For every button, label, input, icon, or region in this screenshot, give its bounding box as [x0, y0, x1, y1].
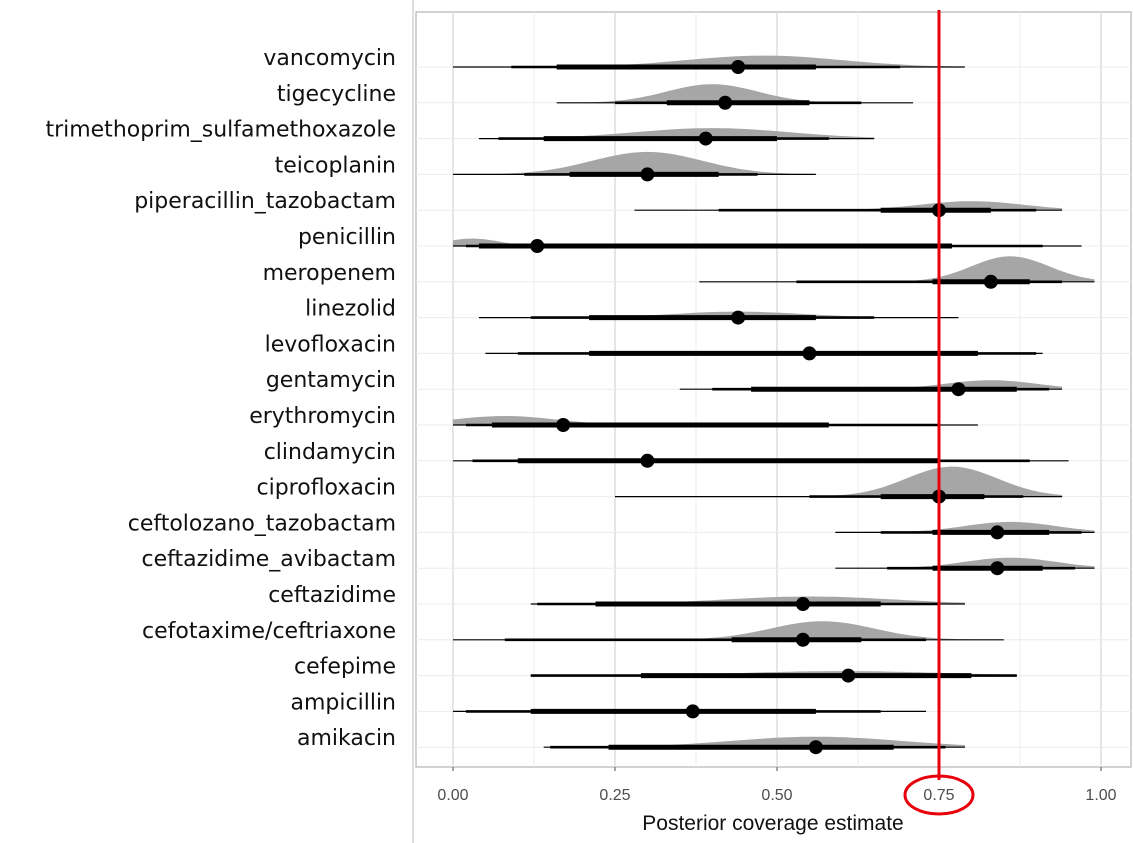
- row-2: [478, 128, 875, 146]
- density-shape: [556, 84, 914, 103]
- median-point: [731, 60, 746, 74]
- median-point: [685, 704, 700, 719]
- density-shape: [835, 521, 1095, 533]
- row-label: clindamycin: [264, 440, 396, 465]
- x-tick-label: 0.00: [437, 787, 468, 804]
- row-3: [453, 151, 816, 182]
- median-point: [951, 382, 966, 397]
- row-16: [453, 621, 1004, 647]
- median-point: [990, 561, 1005, 576]
- row-label: cefepime: [294, 655, 396, 680]
- row-label: ceftazidime: [268, 583, 396, 608]
- median-point: [795, 632, 810, 647]
- row-9: [679, 380, 1063, 397]
- row-17: [530, 668, 1017, 683]
- median-point: [556, 418, 571, 432]
- row-label: linezolid: [305, 297, 396, 322]
- highlight-circle: [903, 774, 975, 816]
- row-label: penicillin: [298, 225, 396, 250]
- median-point: [802, 346, 817, 361]
- density-shape: [453, 55, 965, 67]
- median-point: [990, 525, 1005, 540]
- density-shape: [835, 557, 1095, 569]
- row-label: ceftolozano_tazobactam: [128, 511, 396, 536]
- median-point: [530, 239, 545, 253]
- row-4: [634, 201, 1063, 218]
- density-shape: [453, 151, 816, 175]
- median-point: [640, 167, 655, 182]
- row-5: [453, 238, 1082, 253]
- median-point: [718, 95, 733, 110]
- row-6: [699, 256, 1095, 289]
- median-point: [640, 453, 655, 468]
- median-point: [983, 274, 998, 289]
- median-point: [841, 668, 856, 683]
- row-1: [556, 84, 914, 110]
- median-point: [731, 310, 746, 325]
- row-label: gentamycin: [266, 368, 396, 393]
- x-axis-ticks: 0.00 0.25 0.50 0.75 1.00: [437, 767, 1117, 804]
- x-axis-title: Posterior coverage estimate: [642, 812, 903, 835]
- row-label: amikacin: [297, 726, 396, 751]
- row-11: [453, 453, 1069, 468]
- row-15: [530, 596, 965, 611]
- row-label: ceftazidime_avibactam: [142, 547, 397, 572]
- row-0: [453, 55, 965, 74]
- median-point: [808, 740, 823, 755]
- interval-rows: [453, 55, 1095, 755]
- row-label: erythromycin: [249, 404, 396, 429]
- row-label: piperacillin_tazobactam: [134, 189, 396, 214]
- row-label: cefotaxime/ceftriaxone: [142, 619, 396, 644]
- median-point: [698, 131, 713, 146]
- row-label: meropenem: [263, 261, 396, 286]
- x-tick-label: 1.00: [1085, 787, 1116, 804]
- density-shape: [453, 621, 1004, 640]
- row-label: tigecycline: [277, 82, 396, 107]
- row-label: ampicillin: [291, 690, 396, 715]
- row-label: trimethoprim_sulfamethoxazole: [45, 118, 396, 143]
- row-7: [478, 310, 959, 325]
- median-point: [795, 597, 810, 611]
- density-shape: [478, 128, 875, 139]
- density-shape: [615, 466, 1063, 497]
- x-tick-label: 0.25: [599, 787, 630, 804]
- row-14: [835, 557, 1095, 576]
- row-10: [453, 416, 978, 432]
- row-label: teicoplanin: [275, 153, 396, 178]
- density-shape: [543, 736, 965, 748]
- row-13: [835, 521, 1095, 540]
- row-19: [543, 736, 965, 755]
- row-label: vancomycin: [263, 46, 396, 71]
- y-axis-labels: vancomycin tigecycline trimethoprim_sulfam…: [45, 46, 396, 751]
- row-8: [485, 346, 1043, 361]
- density-shape: [699, 256, 1095, 282]
- density-shape: [478, 311, 959, 318]
- row-label: ciprofloxacin: [257, 476, 397, 501]
- row-label: levofloxacin: [265, 332, 396, 357]
- x-tick-label: 0.50: [761, 787, 792, 804]
- x-tick-label: 0.75: [923, 787, 954, 804]
- row-18: [453, 704, 927, 719]
